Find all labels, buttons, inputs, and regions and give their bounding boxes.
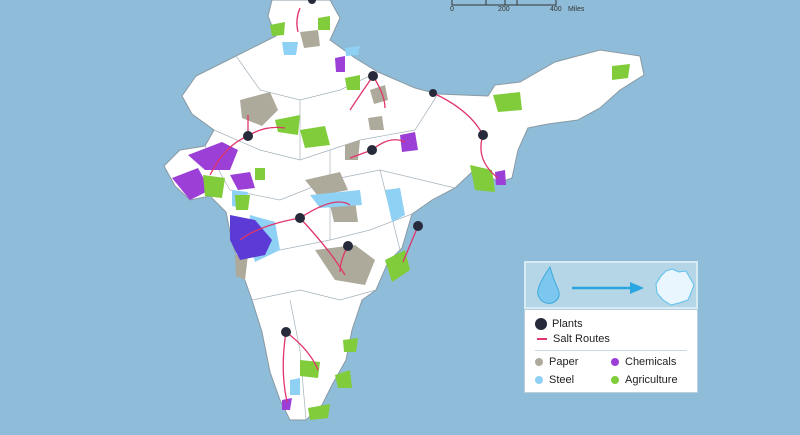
- legend-chemicals: Chemicals: [611, 354, 687, 369]
- legend-agriculture: Agriculture: [611, 372, 687, 387]
- plant-markers: [243, 0, 488, 337]
- legend-divider: [535, 350, 687, 351]
- legend-agriculture-label: Agriculture: [625, 373, 678, 386]
- paper-swatch-icon: [535, 357, 543, 366]
- arrow-right-icon: [572, 282, 644, 294]
- legend-keys: Plants Salt Routes Paper Chemicals Steel…: [524, 309, 698, 393]
- scale-tick-400: 400: [550, 6, 562, 13]
- legend-salt-routes: Salt Routes: [535, 331, 687, 346]
- legend-steel-label: Steel: [549, 373, 575, 386]
- legend-plants: Plants: [535, 316, 687, 331]
- steel-swatch-icon: [535, 375, 543, 384]
- route-line-icon: [537, 337, 547, 340]
- legend-paper: Paper: [535, 354, 611, 369]
- plant-marker-icon: [535, 317, 547, 330]
- legend-paper-label: Paper: [549, 355, 579, 368]
- scale-unit: Miles: [568, 6, 585, 13]
- scale-tick-0: 0: [450, 6, 454, 13]
- agriculture-swatch-icon: [611, 375, 619, 384]
- legend-plants-label: Plants: [552, 317, 583, 330]
- salt-crystal-icon: [655, 268, 695, 306]
- scale-tick-200: 200: [498, 6, 510, 13]
- chemicals-regions: [172, 56, 506, 410]
- legend-steel: Steel: [535, 372, 611, 387]
- chemicals-dark-region: [230, 215, 272, 260]
- industry-regions: [172, 16, 630, 420]
- paper-regions: [235, 30, 388, 285]
- scale-ruler: [451, 0, 557, 6]
- water-drop-icon: [537, 265, 560, 304]
- salt-process-diagram: [524, 261, 698, 309]
- agriculture-regions: [203, 16, 630, 420]
- scale-bar: 0 200 400 Miles: [448, 0, 608, 20]
- chemicals-swatch-icon: [611, 357, 619, 366]
- legend-salt-routes-label: Salt Routes: [553, 332, 610, 345]
- legend-chemicals-label: Chemicals: [625, 355, 677, 368]
- legend: Plants Salt Routes Paper Chemicals Steel…: [524, 261, 698, 393]
